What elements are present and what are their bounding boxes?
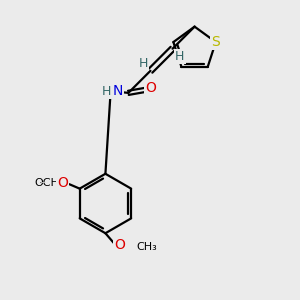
Text: methoxy: methoxy <box>40 182 46 183</box>
Text: S: S <box>212 35 220 49</box>
Text: H: H <box>138 57 148 70</box>
Text: CH₃: CH₃ <box>136 242 157 252</box>
Text: OCH₃: OCH₃ <box>34 178 64 188</box>
Text: N: N <box>112 84 123 98</box>
Text: H: H <box>101 85 111 98</box>
Text: O: O <box>57 176 68 190</box>
Text: O: O <box>114 238 125 252</box>
Text: O: O <box>145 81 156 95</box>
Text: H: H <box>175 50 184 63</box>
